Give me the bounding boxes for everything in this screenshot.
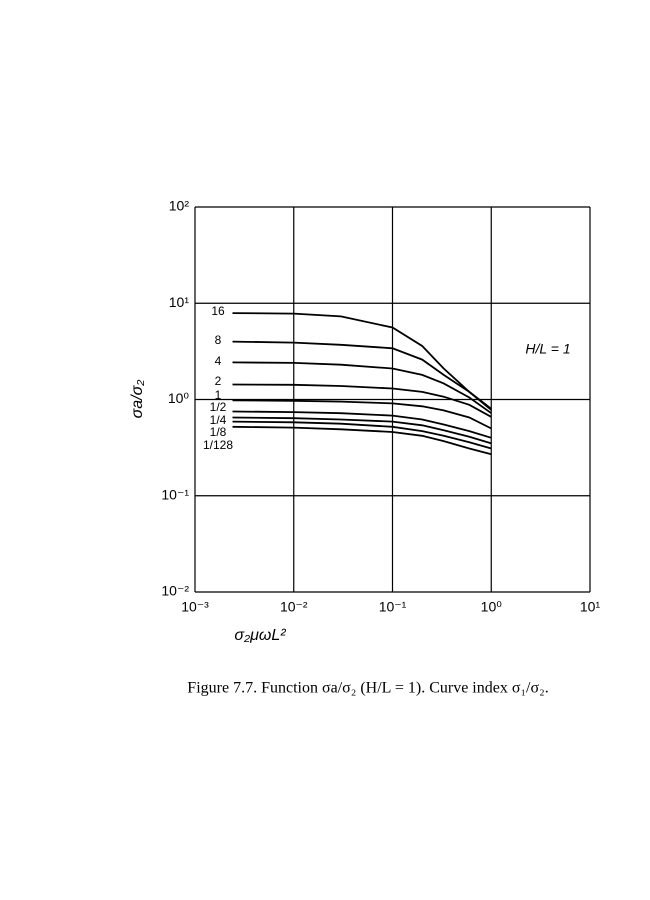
curve <box>232 410 492 439</box>
curve-label: 16 <box>211 304 225 318</box>
curve-label: 2 <box>215 374 222 388</box>
curve <box>232 312 492 410</box>
y-tick-label: 10⁻¹ <box>161 486 189 502</box>
curve <box>232 425 492 456</box>
x-tick-label: 10⁻² <box>280 599 308 615</box>
y-tick-label: 10¹ <box>169 294 190 310</box>
curve <box>232 420 492 450</box>
curve-label: 4 <box>215 354 222 368</box>
caption: Figure 7.7. Function σa/σ₂ (H/L = 1). Cu… <box>187 680 548 697</box>
curve-label: 1/128 <box>203 438 233 452</box>
curve <box>232 416 492 445</box>
curve-label: 8 <box>215 333 222 347</box>
y-axis-label: σa/σ₂ <box>129 380 146 419</box>
y-tick-label: 10² <box>169 198 190 214</box>
curve-label: 1 <box>215 388 222 402</box>
x-tick-label: 10⁻³ <box>181 599 209 615</box>
curve <box>232 383 492 418</box>
curve-label: 1/4 <box>210 413 227 427</box>
x-tick-label: 10¹ <box>580 599 601 615</box>
curve-label: 1/8 <box>210 425 227 439</box>
curve <box>232 361 492 414</box>
y-tick-label: 10⁻² <box>161 583 189 599</box>
curve <box>232 399 492 430</box>
curve-label: 1/2 <box>210 400 227 414</box>
annotation: H/L = 1 <box>525 341 570 357</box>
x-tick-label: 10⁰ <box>481 599 503 615</box>
y-tick-label: 10⁰ <box>168 390 190 406</box>
x-tick-label: 10⁻¹ <box>379 599 407 615</box>
curve <box>232 340 492 411</box>
x-axis-label: σ₂μωL² <box>234 627 286 644</box>
